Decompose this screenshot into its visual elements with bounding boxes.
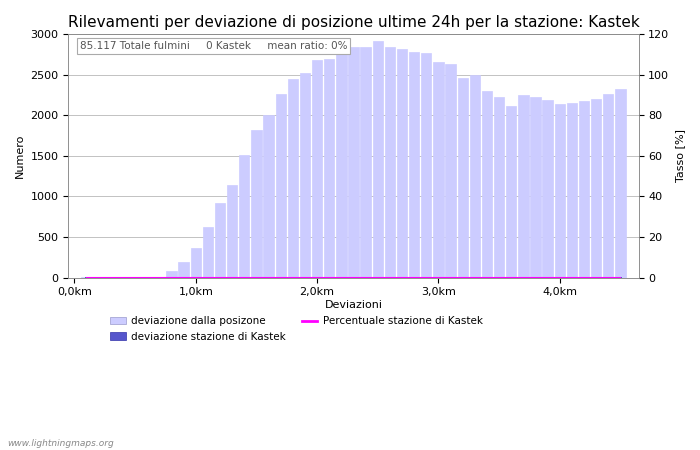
Bar (206, 277, 210, 278)
Bar (340, 277, 343, 278)
Bar (364, 277, 368, 278)
Bar (288, 80, 298, 278)
Bar (606, 277, 610, 278)
Bar (255, 277, 258, 278)
Y-axis label: Tasso [%]: Tasso [%] (675, 129, 685, 182)
Bar (567, 103, 577, 278)
Bar (360, 47, 371, 278)
Bar (276, 94, 286, 278)
Bar (615, 89, 626, 278)
Bar (178, 261, 189, 278)
Bar (533, 277, 538, 278)
Bar (324, 59, 335, 278)
Bar (579, 101, 589, 278)
Bar (619, 277, 622, 278)
Bar (461, 277, 465, 278)
Bar (433, 62, 444, 278)
Bar (133, 277, 137, 278)
Bar (242, 277, 246, 278)
Bar (385, 47, 395, 278)
Bar (85, 277, 88, 278)
Bar (190, 248, 201, 278)
Bar (482, 91, 492, 278)
Bar (372, 41, 383, 278)
Bar (279, 277, 283, 278)
Bar (531, 97, 540, 278)
Bar (182, 277, 186, 278)
Bar (494, 97, 504, 278)
Bar (388, 277, 392, 278)
Bar (522, 277, 525, 278)
Bar (336, 48, 346, 278)
Bar (409, 52, 419, 278)
Bar (303, 277, 307, 278)
Bar (230, 277, 234, 278)
Bar (603, 94, 613, 278)
Bar (449, 277, 452, 278)
Text: 85.117 Totale fulmini     0 Kastek     mean ratio: 0%: 85.117 Totale fulmini 0 Kastek mean rati… (80, 41, 347, 51)
Bar (97, 277, 101, 278)
Bar (518, 95, 528, 278)
Bar (473, 277, 477, 278)
Bar (109, 277, 113, 278)
Bar (215, 203, 225, 278)
Bar (376, 277, 379, 278)
Bar (485, 277, 489, 278)
Bar (510, 277, 513, 278)
Bar (497, 277, 501, 278)
Bar (445, 64, 456, 278)
Bar (558, 277, 561, 278)
Bar (554, 104, 565, 278)
Bar (400, 277, 404, 278)
Bar (146, 277, 149, 278)
Bar (218, 277, 222, 278)
Legend: deviazione dalla posizone, deviazione stazione di Kastek, Percentuale stazione d: deviazione dalla posizone, deviazione st… (106, 312, 486, 346)
Bar (437, 277, 440, 278)
Bar (267, 277, 270, 278)
Bar (158, 277, 161, 278)
Bar (239, 155, 249, 278)
Bar (251, 130, 262, 278)
Bar (349, 47, 358, 278)
Bar (227, 185, 237, 278)
Bar (300, 73, 310, 278)
Bar (169, 277, 174, 278)
Bar (546, 277, 550, 278)
Bar (312, 60, 322, 278)
Bar (167, 271, 176, 278)
Bar (121, 277, 125, 278)
Bar (397, 49, 407, 278)
Bar (412, 277, 416, 278)
Bar (506, 106, 517, 278)
Bar (570, 277, 574, 278)
Bar (263, 115, 274, 278)
Bar (291, 277, 295, 278)
Y-axis label: Numero: Numero (15, 134, 25, 178)
Bar (582, 277, 586, 278)
Bar (591, 99, 601, 278)
X-axis label: Deviazioni: Deviazioni (325, 300, 382, 310)
Bar (542, 100, 553, 278)
Text: www.lightningmaps.org: www.lightningmaps.org (7, 438, 113, 447)
Bar (458, 78, 468, 278)
Bar (315, 277, 319, 278)
Bar (470, 75, 480, 278)
Title: Rilevamenti per deviazione di posizione ultime 24h per la stazione: Kastek: Rilevamenti per deviazione di posizione … (68, 15, 639, 30)
Bar (328, 277, 331, 278)
Bar (594, 277, 598, 278)
Bar (424, 277, 428, 278)
Bar (194, 277, 197, 278)
Bar (421, 54, 431, 278)
Bar (351, 277, 356, 278)
Bar (203, 226, 213, 278)
